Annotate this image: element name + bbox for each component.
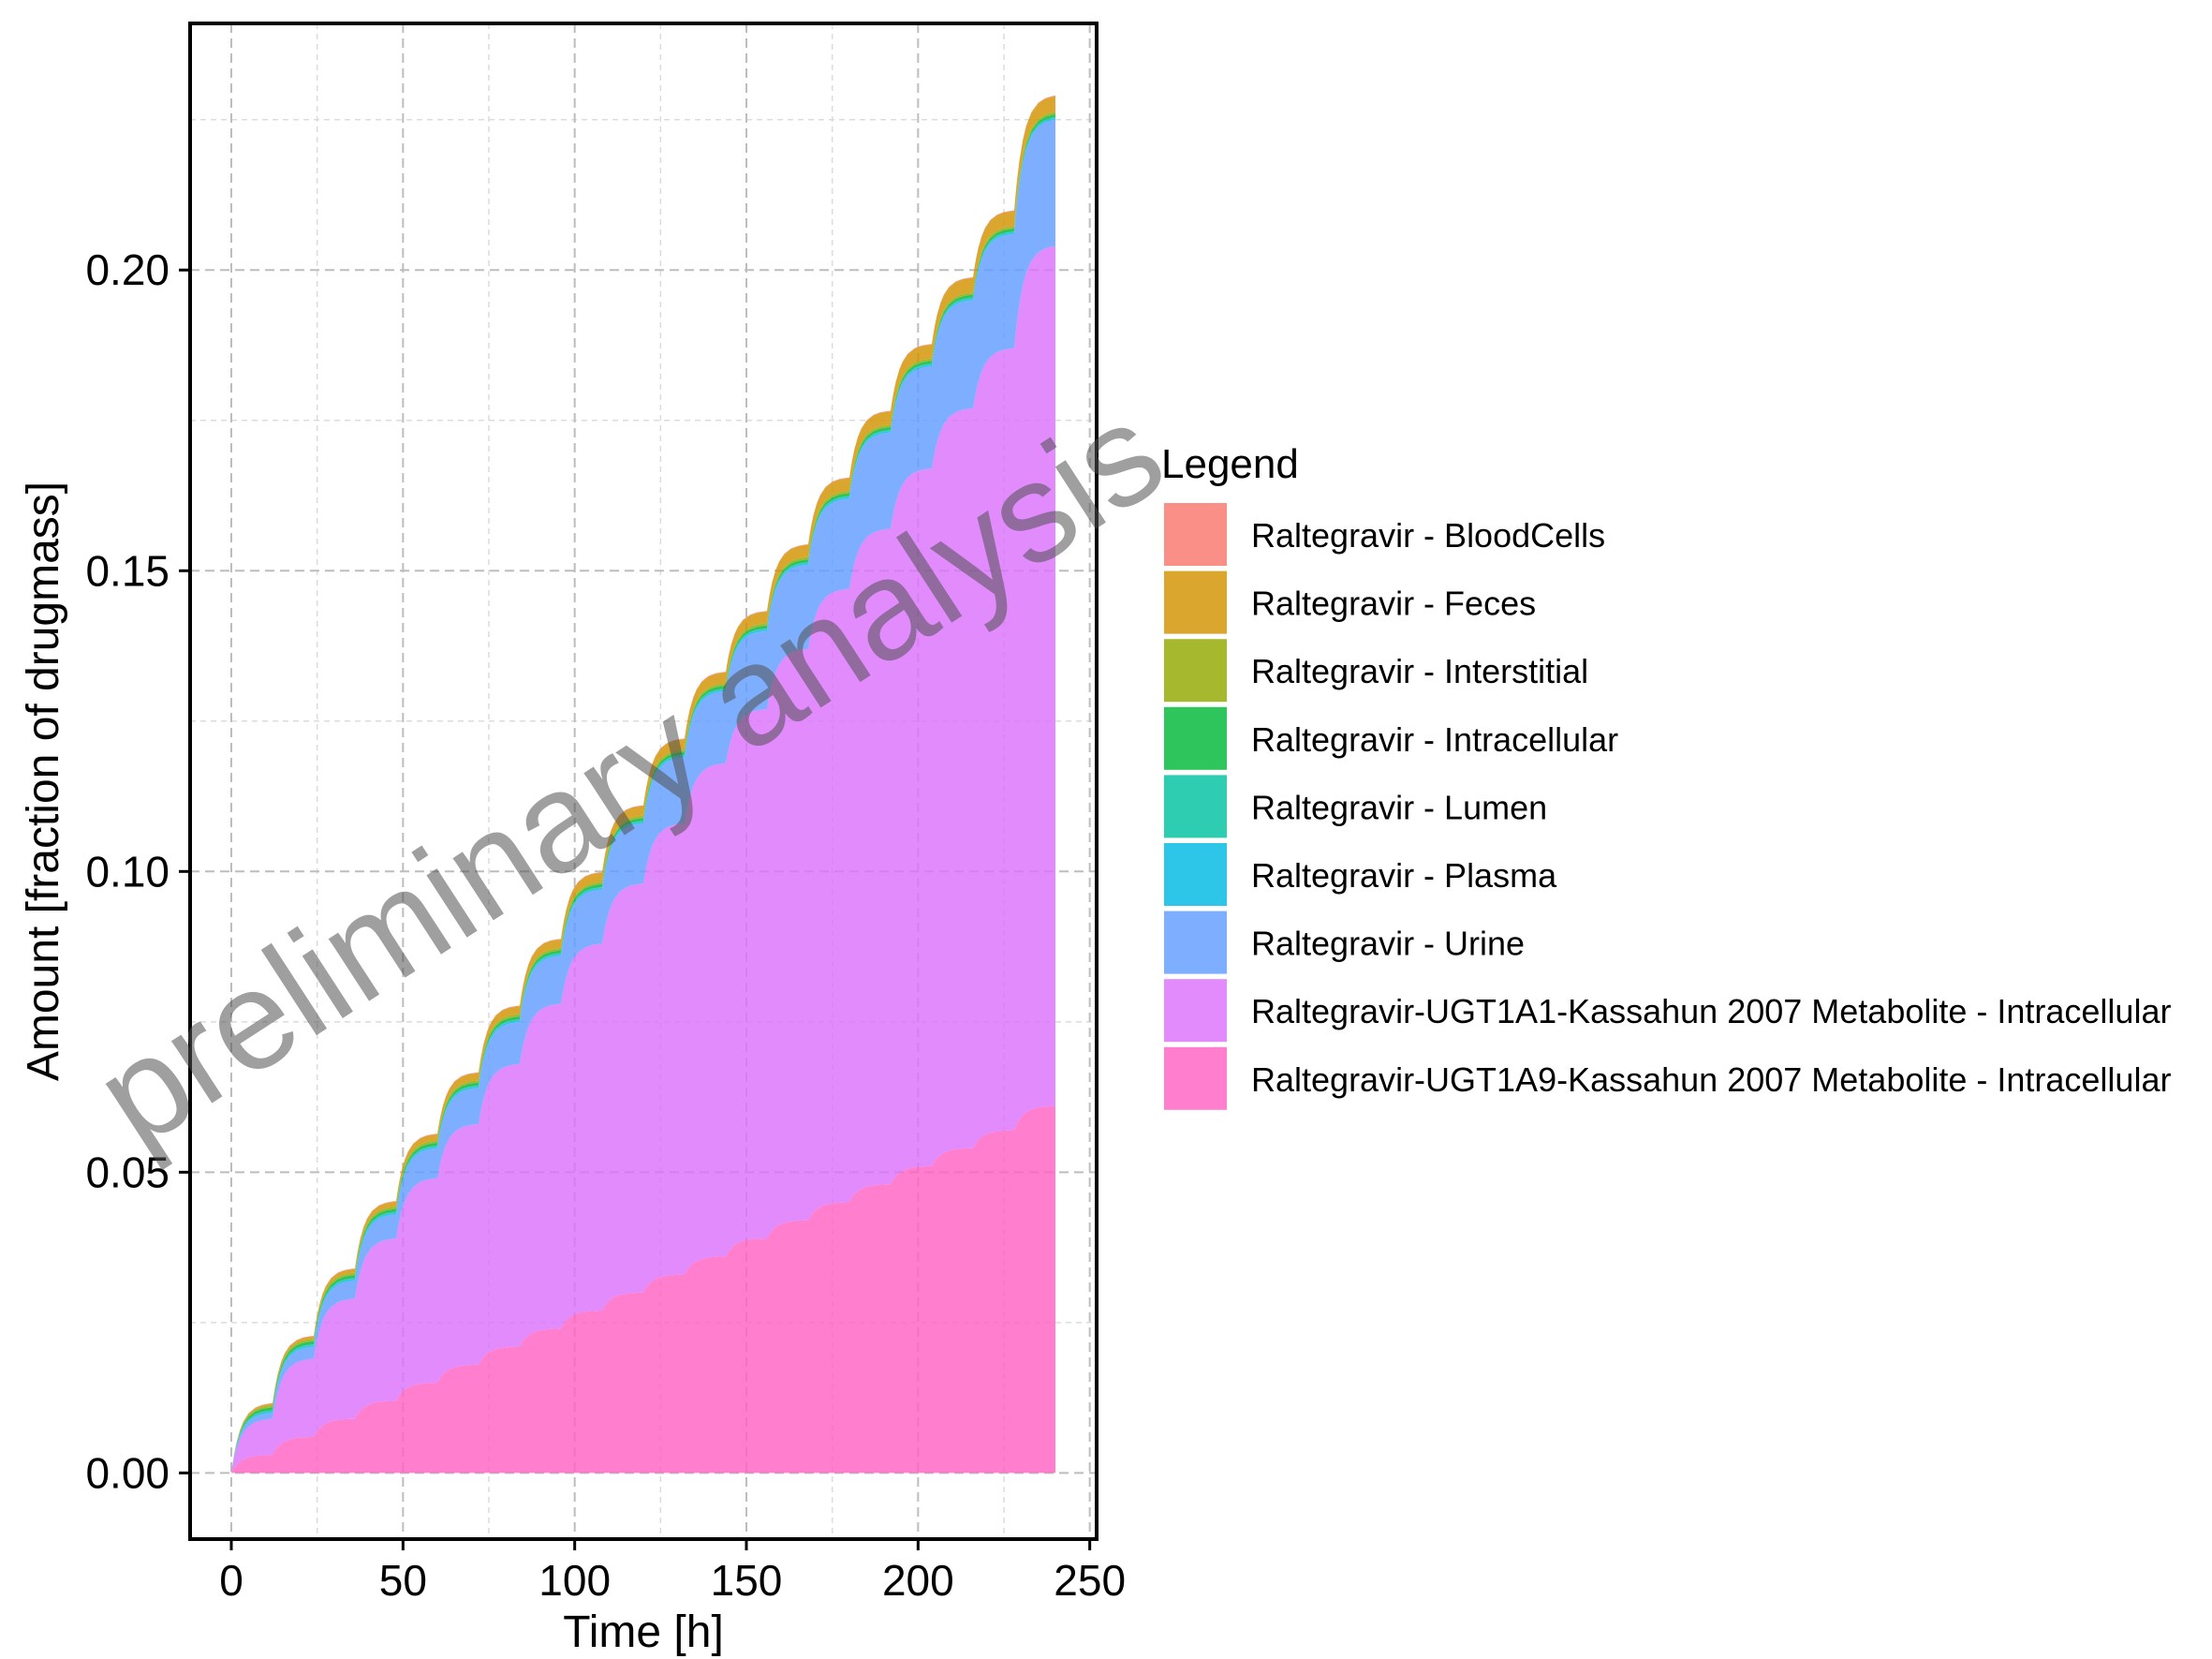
x-tick-label: 50 — [379, 1556, 427, 1605]
legend-label: Raltegravir - Lumen — [1251, 788, 1547, 826]
x-tick-label: 250 — [1054, 1556, 1126, 1605]
x-tick-label: 0 — [219, 1556, 243, 1605]
y-tick-label: 0.20 — [85, 245, 170, 294]
y-axis-title: Amount [fraction of drugmass] — [19, 481, 68, 1081]
y-tick-label: 0.10 — [85, 847, 170, 896]
legend-swatch — [1164, 1046, 1227, 1110]
legend-label: Raltegravir - Feces — [1251, 585, 1536, 623]
legend-swatch — [1164, 911, 1227, 974]
x-axis-title: Time [h] — [563, 1607, 724, 1657]
legend-label: Raltegravir - Interstitial — [1251, 652, 1588, 690]
legend-swatch — [1164, 570, 1227, 634]
plot-panel-border — [188, 22, 1099, 1541]
area-raltegravir-ugt1a9-kassahun-2007-metabolite-intracellular — [231, 1105, 1055, 1474]
y-tick-label: 0.00 — [85, 1448, 170, 1497]
legend-swatch — [1164, 775, 1227, 838]
legend-label: Raltegravir - Urine — [1251, 925, 1525, 963]
legend-swatch — [1164, 639, 1227, 703]
x-tick-label: 100 — [538, 1556, 611, 1605]
legend-swatch — [1164, 979, 1227, 1043]
legend-label: Raltegravir - BloodCells — [1251, 516, 1605, 555]
y-tick-label: 0.15 — [85, 546, 170, 595]
legend-swatch — [1164, 503, 1227, 566]
legend: Legend Raltegravir - BloodCells Raltegrav… — [1161, 441, 2171, 1110]
legend-label: Raltegravir-UGT1A1-Kassahun 2007 Metabol… — [1251, 992, 2171, 1030]
legend-label: Raltegravir - Plasma — [1251, 856, 1557, 895]
axis-ticks: 0.00 0.05 0.10 0.15 0.20 0 50 100 150 200 250 — [85, 245, 1126, 1605]
legend-title: Legend — [1161, 441, 1299, 487]
y-tick-label: 0.05 — [85, 1148, 170, 1196]
area-raltegravir-ugt1a1-kassahun-2007-metabolite-intracellular — [231, 245, 1055, 1474]
x-tick-label: 150 — [711, 1556, 783, 1605]
legend-swatch — [1164, 706, 1227, 770]
legend-swatch — [1164, 843, 1227, 906]
legend-label: Raltegravir-UGT1A9-Kassahun 2007 Metabol… — [1251, 1060, 2171, 1099]
x-tick-label: 200 — [882, 1556, 954, 1605]
legend-label: Raltegravir - Intracellular — [1251, 720, 1618, 759]
stacked-areas — [231, 96, 1055, 1474]
